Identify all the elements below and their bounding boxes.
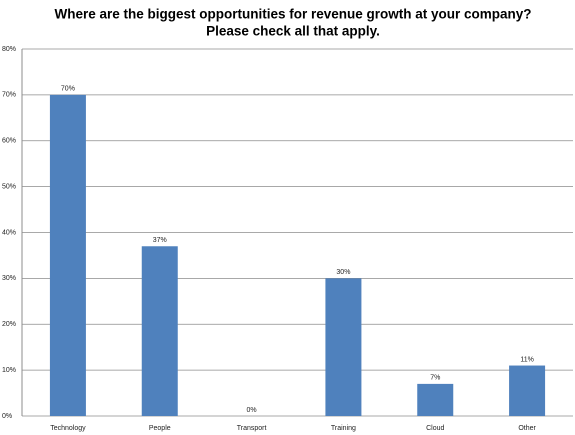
bar xyxy=(509,365,546,416)
bar xyxy=(141,246,178,416)
bar xyxy=(49,94,86,416)
x-tick-label: People xyxy=(149,425,171,432)
x-tick-label: Cloud xyxy=(426,425,444,432)
bar xyxy=(417,383,454,416)
chart-subtitle: Please check all that apply. xyxy=(206,24,380,39)
y-tick-label: 80% xyxy=(2,46,16,53)
y-tick-label: 40% xyxy=(2,229,16,236)
y-tick-label: 30% xyxy=(2,275,16,282)
value-label: 11% xyxy=(520,356,534,363)
x-tick-label: Transport xyxy=(237,425,267,432)
value-label: 70% xyxy=(61,86,75,93)
y-tick-label: 20% xyxy=(2,321,16,328)
x-tick-label: Other xyxy=(518,425,536,432)
value-label: 7% xyxy=(430,375,440,382)
y-tick-label: 50% xyxy=(2,183,16,190)
bar xyxy=(325,278,362,416)
y-tick-label: 60% xyxy=(2,138,16,145)
x-tick-label: Training xyxy=(331,425,356,432)
y-tick-label: 10% xyxy=(2,367,16,374)
x-tick-label: Technology xyxy=(50,425,86,432)
value-label: 30% xyxy=(336,269,350,276)
chart-title: Where are the biggest opportunities for … xyxy=(54,7,531,22)
y-tick-label: 0% xyxy=(2,413,12,420)
value-label: 0% xyxy=(247,407,257,414)
y-tick-label: 70% xyxy=(2,92,16,99)
value-label: 37% xyxy=(153,237,167,244)
